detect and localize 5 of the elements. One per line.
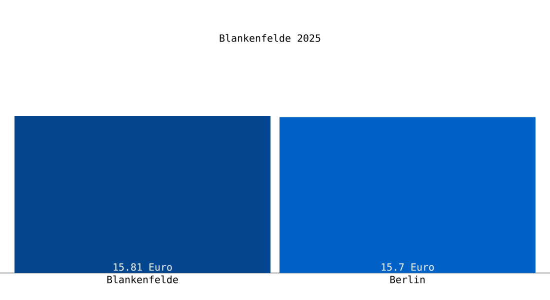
data-label: 15.7 Euro <box>382 263 434 271</box>
chart-title: Blankenfelde 2025 <box>220 34 320 42</box>
x-tick-label: Blankenfelde <box>107 276 178 284</box>
data-label: 15.81 Euro <box>114 263 172 271</box>
x-tick-label: Berlin <box>390 276 425 284</box>
